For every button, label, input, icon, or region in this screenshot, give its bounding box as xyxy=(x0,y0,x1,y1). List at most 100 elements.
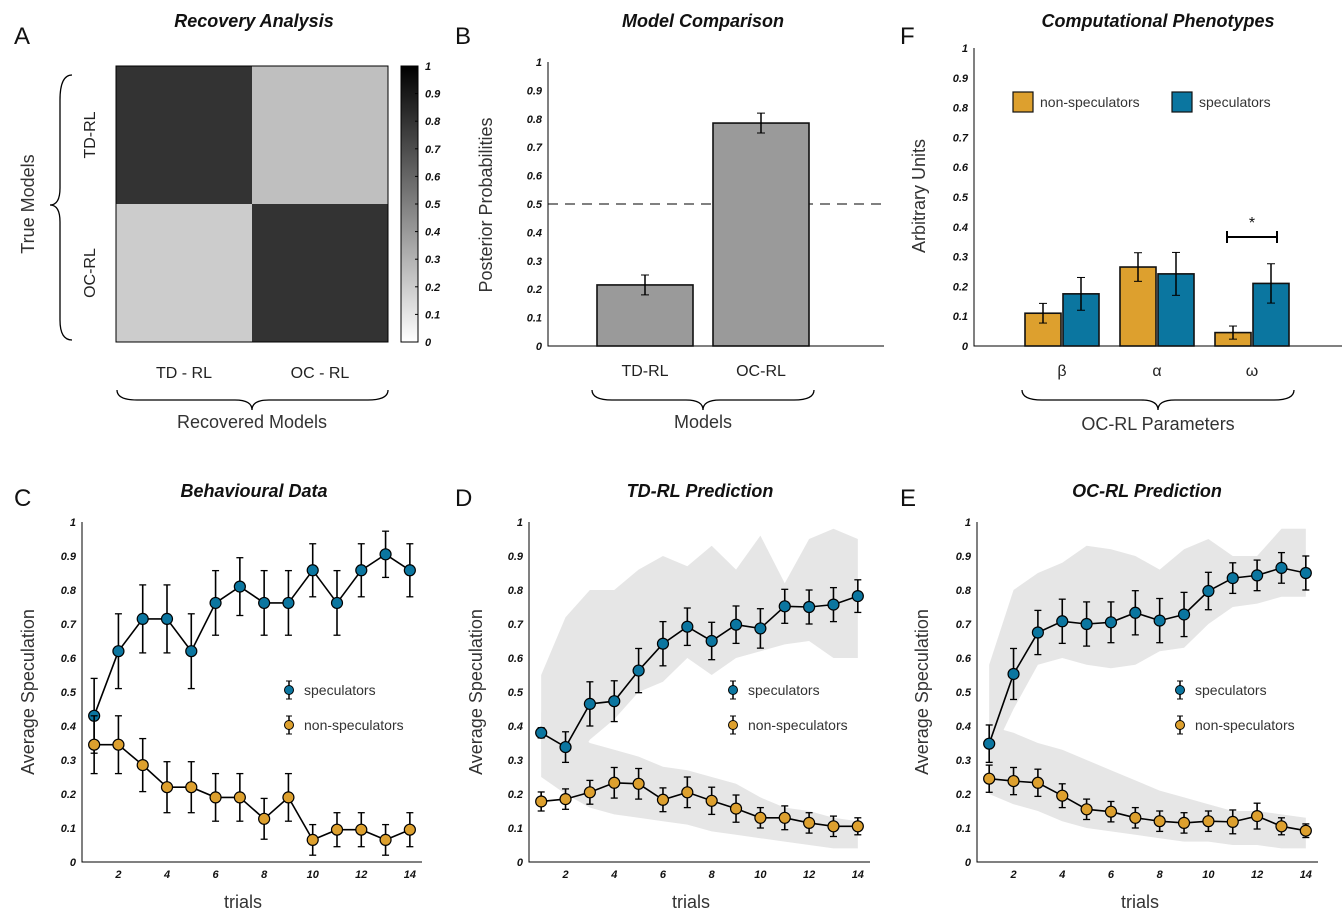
panel-f-ytick: 0.5 xyxy=(953,192,969,204)
panel-e-title: OC-RL Prediction xyxy=(1072,481,1222,501)
panel-b-xlabel-brace xyxy=(591,389,815,411)
panel-e-ytick: 0.7 xyxy=(956,619,972,631)
panel-d-speculators-point xyxy=(705,634,718,648)
panel-c-legend-non-speculators: non-speculators xyxy=(304,717,404,733)
panel-c-ytick: 0.2 xyxy=(61,789,76,801)
panel-b-ytick: 0 xyxy=(536,341,543,353)
legend-non-speculators-marker xyxy=(728,720,738,730)
panel-c-ytick: 0.8 xyxy=(61,585,77,597)
panel-d-legend-speculators: speculators xyxy=(748,682,820,698)
panel-e-non-speculators-point xyxy=(1007,774,1020,788)
panel-d-legend-non-speculators: non-speculators xyxy=(748,717,848,733)
heatmap-cell xyxy=(252,66,388,204)
significance-bracket: * xyxy=(1226,215,1278,243)
panel-d-ytick: 0.5 xyxy=(508,687,524,699)
panel-c-speculators-point xyxy=(209,596,222,610)
panel-e-prediction-band xyxy=(989,726,1306,849)
panel-e-xtick: 4 xyxy=(1058,869,1065,881)
colorbar-tick-label: 0.8 xyxy=(425,116,441,128)
panel-e-ytick: 0.6 xyxy=(956,653,972,665)
panel-c-non-speculators-point xyxy=(306,833,319,847)
panel-e-speculators-point xyxy=(983,737,996,750)
panel-letter-b: B xyxy=(455,23,471,50)
legend-speculators-swatch xyxy=(1171,91,1193,113)
panel-c-speculators-point xyxy=(379,548,392,561)
heatmap-frame xyxy=(115,65,389,343)
heatmap-row-label: TD-RL xyxy=(82,111,99,158)
panel-e-xtick: 2 xyxy=(1009,869,1016,881)
panel-d-non-speculators-point xyxy=(705,794,718,807)
panel-e-ytick: 0.5 xyxy=(956,687,972,699)
panel-e-ytick: 0.9 xyxy=(956,551,972,563)
heatmap-row-label: OC-RL xyxy=(82,248,99,298)
panel-f-ytick: 0.7 xyxy=(953,132,969,144)
panel-c-speculators-point xyxy=(258,596,271,610)
panel-e-ytick: 0.8 xyxy=(956,585,972,597)
panel-d-ytick: 1 xyxy=(517,517,523,529)
panel-e-speculators-point xyxy=(1080,617,1093,631)
panel-c-speculators-point xyxy=(282,596,295,610)
panel-c-speculators-point xyxy=(185,645,198,658)
panel-d-non-speculators-point xyxy=(827,820,840,833)
panel-d-speculators-point xyxy=(681,620,694,633)
panel-d-ytick: 0.4 xyxy=(508,721,523,733)
panel-c-ytick: 0.9 xyxy=(61,551,77,563)
panel-d-axes xyxy=(528,522,870,863)
panel-c-ytick: 0.3 xyxy=(61,755,76,767)
panel-a-ylabel: True Models xyxy=(18,154,38,253)
panel-f-title: Computational Phenotypes xyxy=(1041,11,1274,31)
parameter-label: β xyxy=(1057,363,1066,380)
panel-c-non-speculators-point xyxy=(403,823,416,836)
panel-a-xlabel-brace xyxy=(116,389,389,411)
panel-e-xtick: 6 xyxy=(1108,869,1115,881)
panel-c-non-speculators-point xyxy=(258,812,271,825)
panel-e-ylabel: Average Speculation xyxy=(912,609,932,775)
panel-e-speculators-point xyxy=(1177,608,1191,621)
panel-d-prediction-band xyxy=(541,712,858,849)
panel-c-non-speculators-point xyxy=(379,833,392,847)
panel-e-ytick: 0.3 xyxy=(956,755,971,767)
panel-a-title: Recovery Analysis xyxy=(174,11,333,31)
panel-d-non-speculators-point xyxy=(656,793,670,806)
panel-c-non-speculators-point xyxy=(355,823,368,836)
heatmap-cell xyxy=(116,66,252,204)
heatmap-cell xyxy=(252,204,388,342)
panel-f-ytick: 1 xyxy=(962,43,968,55)
panel-e-prediction-band xyxy=(989,528,1306,760)
panel-d-xtick: 4 xyxy=(610,869,617,881)
panel-d-non-speculators-point xyxy=(851,820,864,833)
panel-c-xtick: 8 xyxy=(261,869,268,881)
panel-c-speculators-point xyxy=(306,564,319,577)
panel-d-ytick: 0.2 xyxy=(508,789,523,801)
panel-b-ylabel: Posterior Probabilities xyxy=(476,117,496,292)
panel-e-speculators-point xyxy=(1275,561,1288,575)
panel-f-ytick: 0.8 xyxy=(953,103,969,115)
panel-e-non-speculators-point xyxy=(1251,809,1264,823)
panel-c-axes xyxy=(81,522,422,863)
colorbar-tick-label: 0.1 xyxy=(425,309,440,321)
legend-speculators-marker xyxy=(1175,685,1185,695)
panel-d-title: TD-RL Prediction xyxy=(627,481,774,501)
panel-e-ytick: 0.4 xyxy=(956,721,971,733)
panel-d-non-speculators-point xyxy=(729,802,743,815)
panel-b-ytick: 0.2 xyxy=(527,284,542,296)
colorbar-tick-label: 0.9 xyxy=(425,89,441,101)
panel-e-ytick: 0.2 xyxy=(956,789,971,801)
panel-c-title: Behavioural Data xyxy=(180,481,327,501)
panel-f-xlabel: OC-RL Parameters xyxy=(1081,414,1234,434)
panel-e-non-speculators-point xyxy=(1056,789,1069,802)
panel-d-non-speculators-point xyxy=(778,811,791,824)
panel-e-legend-non-speculators: non-speculators xyxy=(1195,717,1295,733)
panel-d-speculators-point xyxy=(851,590,864,603)
panel-f-ytick: 0.4 xyxy=(953,222,968,234)
legend-speculators-marker xyxy=(284,685,294,695)
panel-d-ytick: 0.9 xyxy=(508,551,524,563)
panel-f-ytick: 0.6 xyxy=(953,162,969,174)
panel-f-ytick: 0.1 xyxy=(953,311,968,323)
panel-d-non-speculators-point xyxy=(754,811,767,824)
panel-e-speculators-point xyxy=(1226,571,1239,585)
panel-d-speculators-point xyxy=(656,637,670,650)
panel-d-legend: speculators non-speculators xyxy=(728,680,848,735)
panel-c-xtick: 14 xyxy=(404,869,416,881)
panel-b-category-label: TD-RL xyxy=(621,363,668,380)
